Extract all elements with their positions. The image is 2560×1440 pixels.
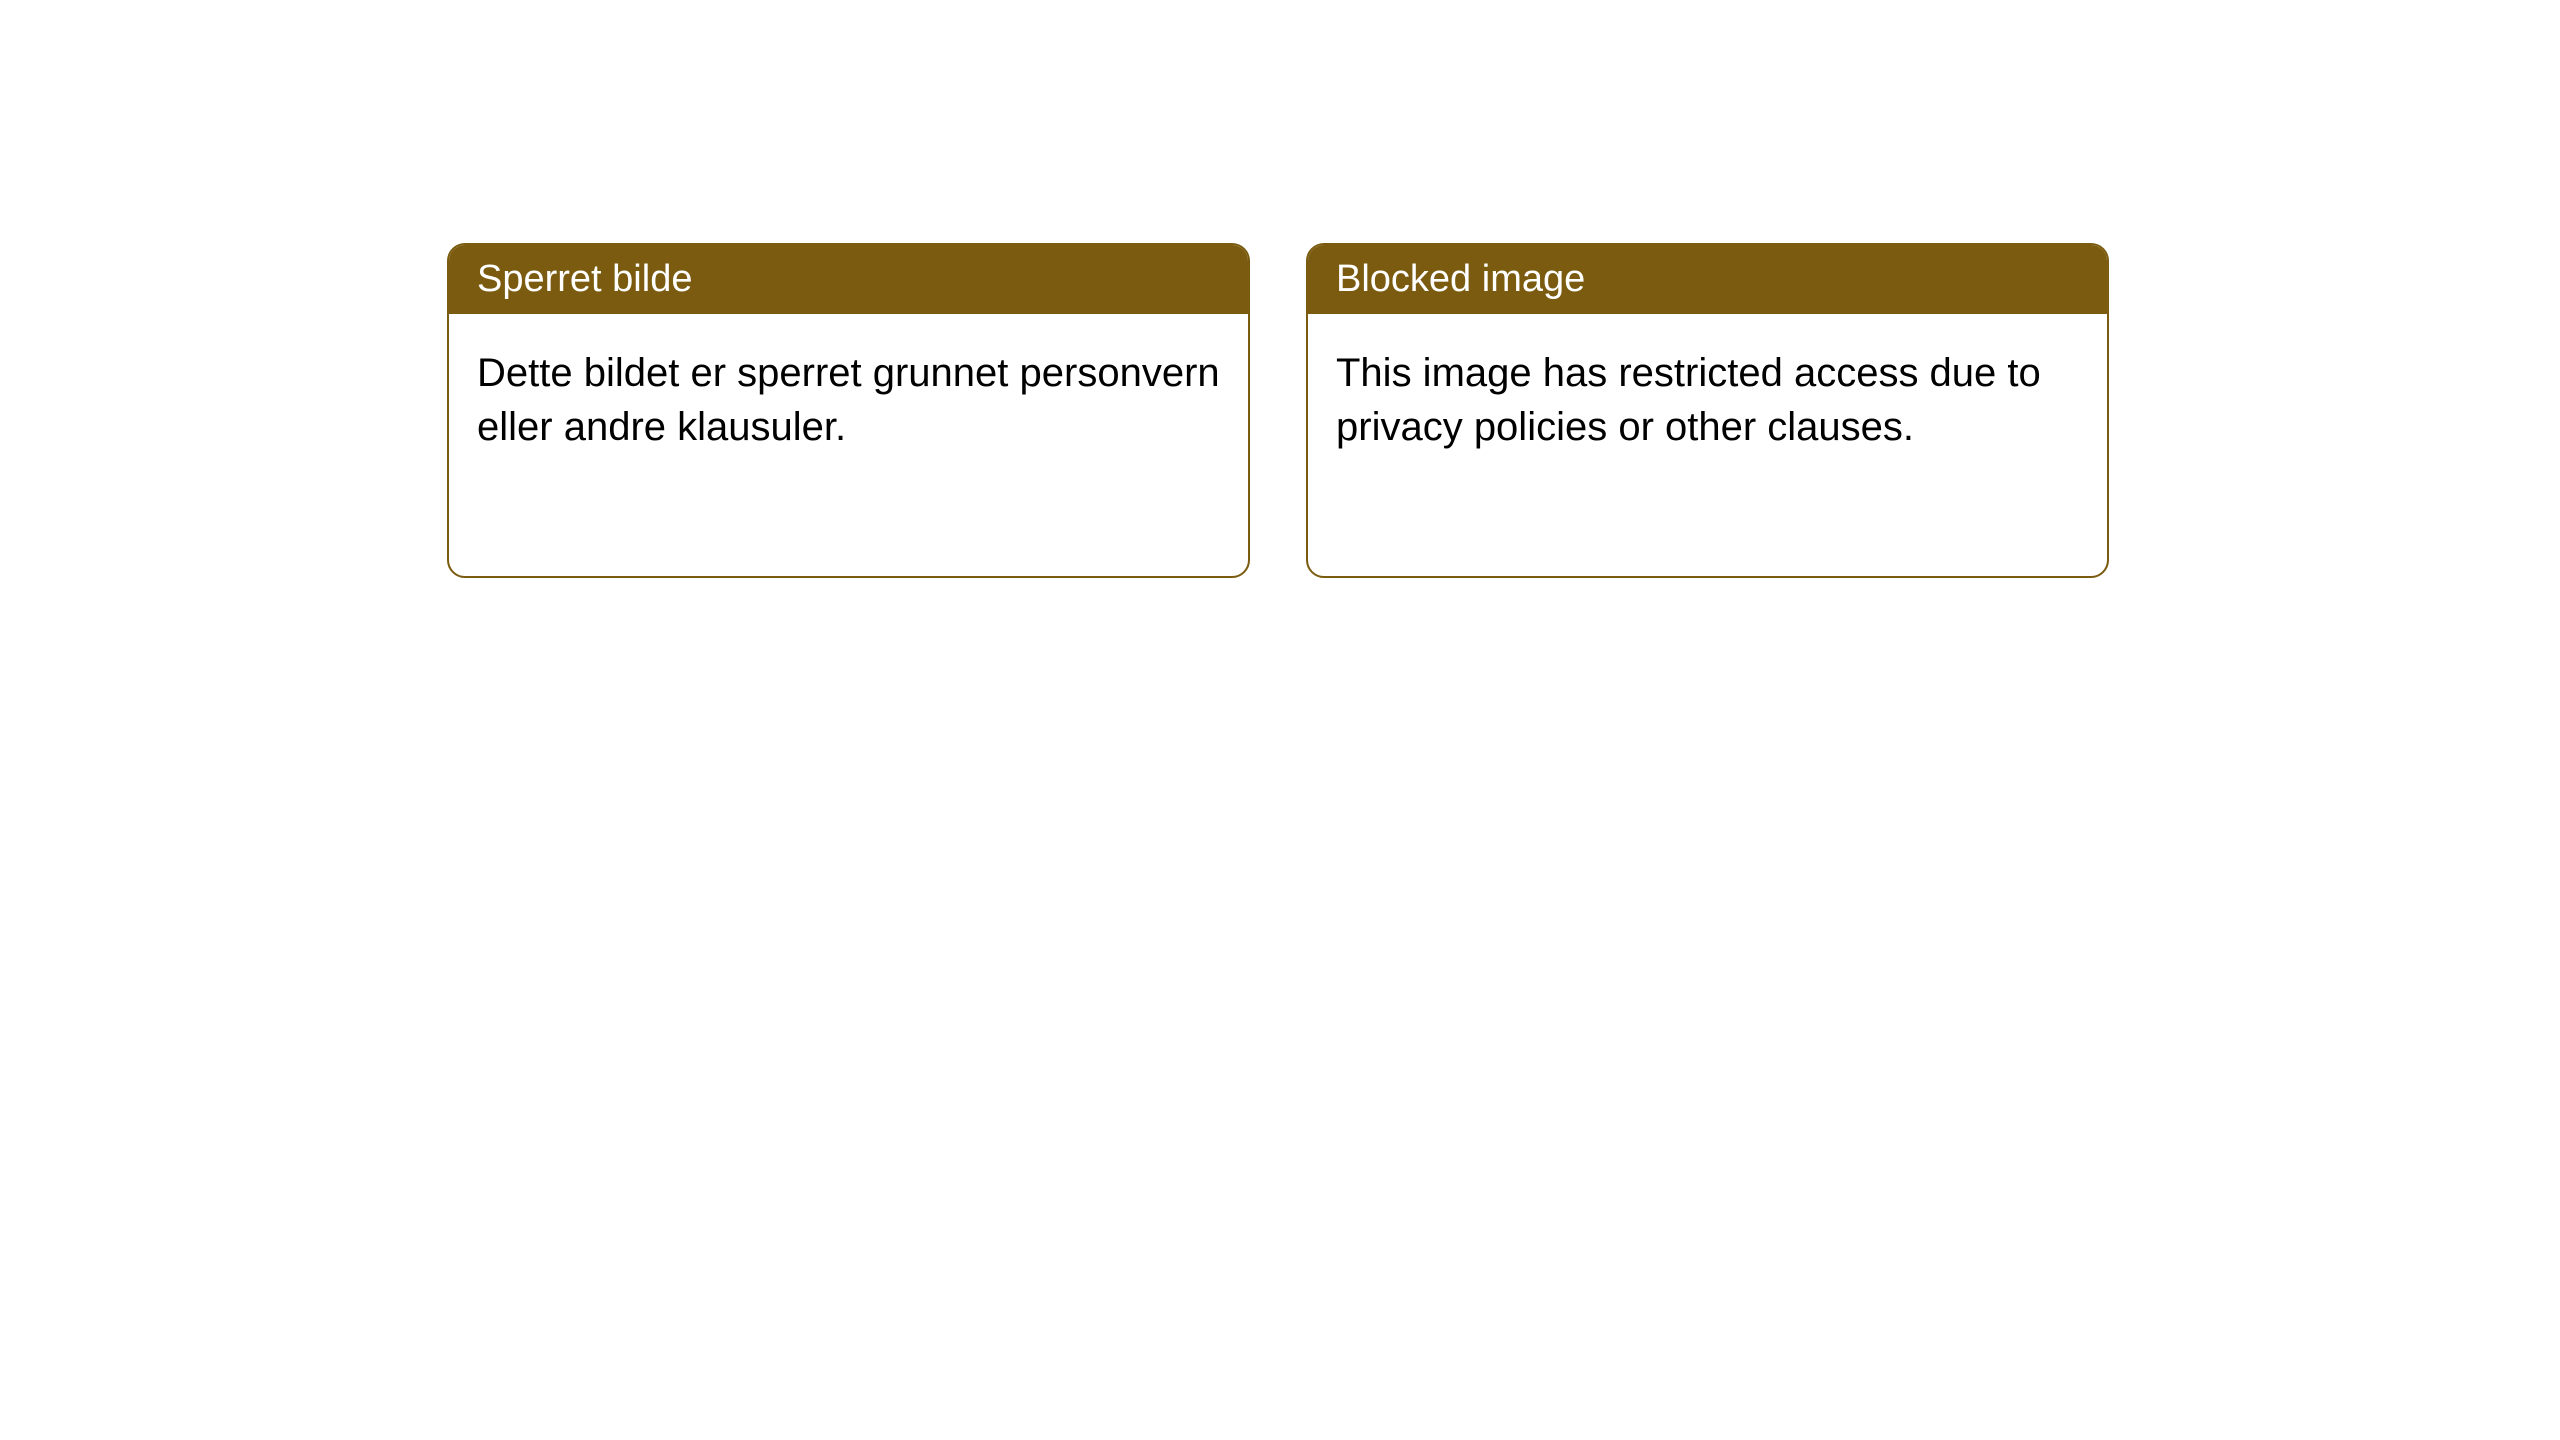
notice-body: This image has restricted access due to … [1308,314,2107,486]
notice-box-english: Blocked image This image has restricted … [1306,243,2109,578]
notice-title: Blocked image [1336,258,1585,300]
notice-body: Dette bildet er sperret grunnet personve… [449,314,1248,486]
notice-container: Sperret bilde Dette bildet er sperret gr… [0,0,2560,578]
notice-body-text: This image has restricted access due to … [1336,351,2041,449]
notice-header: Sperret bilde [449,245,1248,314]
notice-body-text: Dette bildet er sperret grunnet personve… [477,351,1220,449]
notice-box-norwegian: Sperret bilde Dette bildet er sperret gr… [447,243,1250,578]
notice-header: Blocked image [1308,245,2107,314]
notice-title: Sperret bilde [477,258,692,300]
